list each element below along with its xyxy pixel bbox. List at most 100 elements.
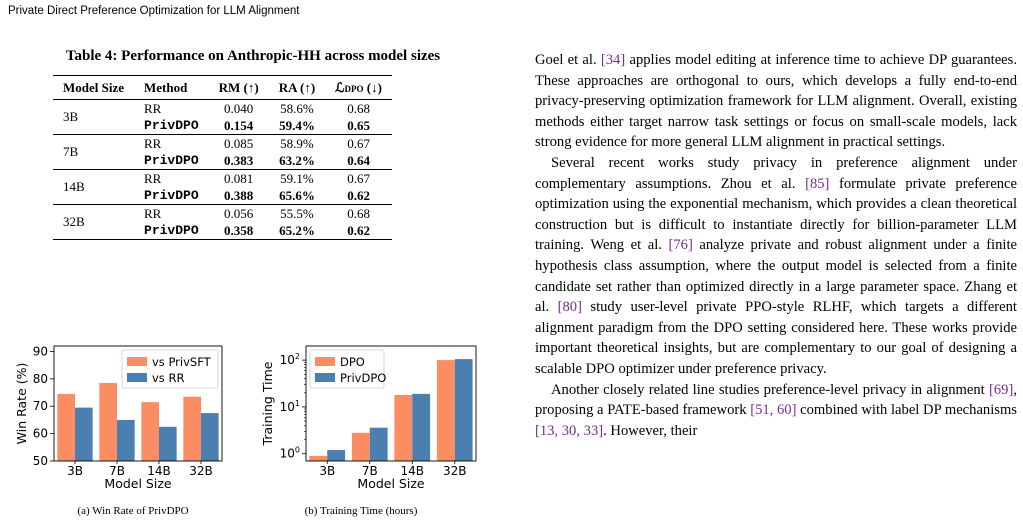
table-row: 7B RR 0.085 58.9% 0.67 xyxy=(53,134,392,159)
model-size-cell: 14B xyxy=(63,179,85,194)
paragraph-2: Several recent works study privacy in pr… xyxy=(535,153,1017,380)
right-column: Goel et al. [34] applies model editing a… xyxy=(535,50,1017,441)
bar-dpo xyxy=(309,455,328,461)
citation-link[interactable]: [51, 60] xyxy=(750,402,797,419)
loss-cell: 0.64 xyxy=(347,152,370,168)
x-tick-label: 32B xyxy=(189,464,213,478)
legend-label: vs RR xyxy=(152,371,184,385)
loss-cell: 0.62 xyxy=(347,187,370,203)
model-size-cell: 3B xyxy=(63,109,79,124)
loss-cell: 0.67 xyxy=(347,170,370,186)
loss-symbol: ℒ xyxy=(335,80,345,95)
ra-cell: 63.2% xyxy=(279,152,315,168)
paragraph-1: Goel et al. [34] applies model editing a… xyxy=(535,50,1017,153)
rm-cell: 0.358 xyxy=(224,222,254,238)
bar-privdpo xyxy=(369,427,388,461)
performance-table: Model Size Method RM (↑) RA (↑) ℒDPO (↓)… xyxy=(53,75,392,240)
table-row: 14B RR 0.081 59.1% 0.67 xyxy=(53,169,392,194)
header-ra: RA (↑) xyxy=(278,80,316,95)
body-text: . However, their xyxy=(603,422,698,439)
y-tick-base: 10 xyxy=(280,400,295,414)
header-rm: RM (↑) xyxy=(218,80,259,95)
body-text: analyze private and robust alignment und… xyxy=(535,237,1017,316)
body-text: Another closely related line studies pre… xyxy=(551,381,990,398)
y-tick-label: 100 xyxy=(280,446,300,461)
table-caption: Table 4: Performance on Anthropic-HH acr… xyxy=(65,48,441,64)
y-axis-label: Win Rate (%) xyxy=(14,363,29,445)
y-tick-label: 60 xyxy=(33,427,48,441)
bar-dpo xyxy=(436,360,455,461)
x-tick-label: 14B xyxy=(147,464,171,478)
body-text: combined with label DP mechanisms xyxy=(796,402,1017,419)
y-tick-label: 50 xyxy=(33,454,48,468)
legend-swatch xyxy=(127,373,147,382)
citation-link[interactable]: [34] xyxy=(600,52,626,68)
citation-link[interactable]: [76] xyxy=(668,237,693,254)
bar-privdpo xyxy=(327,450,346,461)
body-text: applies model editing at inference time … xyxy=(535,52,1017,151)
bar-vs-rr xyxy=(159,426,177,461)
loss-cell: 0.65 xyxy=(347,117,370,133)
ra-cell: 55.5% xyxy=(280,205,314,221)
body-text: Goel et al. xyxy=(535,52,601,68)
table-row: 3B RR 0.040 58.6% 0.68 xyxy=(53,99,392,124)
rm-cell: 0.388 xyxy=(224,187,254,203)
bar-privdpo xyxy=(454,359,473,461)
y-tick-exponent: 1 xyxy=(295,399,300,408)
citation-link[interactable]: [85] xyxy=(805,175,830,192)
y-axis-label: Training Time xyxy=(260,361,275,446)
body-text: study user-level private PPO-style RLHF,… xyxy=(535,299,1017,377)
bar-vs-rr xyxy=(201,413,219,461)
method-cell: RR xyxy=(144,205,162,221)
rm-cell: 0.081 xyxy=(224,170,254,186)
bar-vs-rr xyxy=(117,419,135,461)
rm-cell: 0.085 xyxy=(224,135,254,151)
method-cell: PrivDPO xyxy=(144,188,199,203)
y-tick-label: 101 xyxy=(280,399,300,414)
caption-b: (b) Training Time (hours) xyxy=(305,505,418,517)
x-tick-label: 14B xyxy=(400,464,424,478)
legend-swatch xyxy=(127,357,147,366)
x-tick-label: 7B xyxy=(109,464,125,478)
table-row: PrivDPO 0.383 63.2% 0.64 xyxy=(53,152,392,170)
loss-cell: 0.68 xyxy=(347,100,370,116)
bar-dpo xyxy=(394,394,413,461)
citation-link[interactable]: [13, 30, 33] xyxy=(535,422,604,439)
body-text: Several recent works study privacy in pr… xyxy=(535,154,1017,192)
table-body: 3B RR 0.040 58.6% 0.68 PrivDPO 0.154 59.4% 0.65 7… xyxy=(53,99,392,240)
legend-swatch xyxy=(315,373,335,382)
table-row: 32B RR 0.056 55.5% 0.68 xyxy=(53,204,392,229)
citation-link[interactable]: [80] xyxy=(557,299,582,316)
loss-cell: 0.68 xyxy=(347,205,370,221)
body-text: formulate private preference optimizatio… xyxy=(535,175,1017,254)
figures: 3B 7B 14B 32B 50 60 70 80 90 Model Size Win Rate (… xyxy=(14,344,477,517)
model-size-cell: 7B xyxy=(63,144,79,159)
method-cell: PrivDPO xyxy=(144,223,199,238)
ra-cell: 58.6% xyxy=(280,100,314,116)
loss-arrow: (↓) xyxy=(363,80,382,95)
loss-cell: 0.67 xyxy=(347,135,370,151)
rm-cell: 0.040 xyxy=(224,100,254,116)
ra-cell: 59.1% xyxy=(280,170,314,186)
paragraph-3: Another closely related line studies pre… xyxy=(535,380,1017,442)
ra-cell: 59.4% xyxy=(279,117,315,133)
table-row: PrivDPO 0.358 65.2% 0.62 xyxy=(53,222,392,240)
y-tick-base: 10 xyxy=(280,447,295,461)
running-header: Private Direct Preference Optimization f… xyxy=(8,5,300,17)
header-model-size: Model Size xyxy=(63,80,125,95)
model-size-cell: 32B xyxy=(63,214,85,229)
legend-label: PrivDPO xyxy=(340,371,386,385)
rm-cell: 0.383 xyxy=(224,152,254,168)
loss-subscript: DPO xyxy=(344,84,364,94)
y-tick-label: 90 xyxy=(33,344,48,358)
citation-link[interactable]: [69] xyxy=(989,381,1014,398)
y-tick-label: 70 xyxy=(33,399,48,413)
x-tick-label: 32B xyxy=(443,464,467,478)
loss-cell: 0.62 xyxy=(347,222,370,238)
header-loss: ℒDPO (↓) xyxy=(325,76,392,100)
legend-swatch xyxy=(315,357,335,366)
header-method: Method xyxy=(144,80,188,95)
x-tick-label: 7B xyxy=(362,464,378,478)
legend-label: DPO xyxy=(340,355,365,369)
